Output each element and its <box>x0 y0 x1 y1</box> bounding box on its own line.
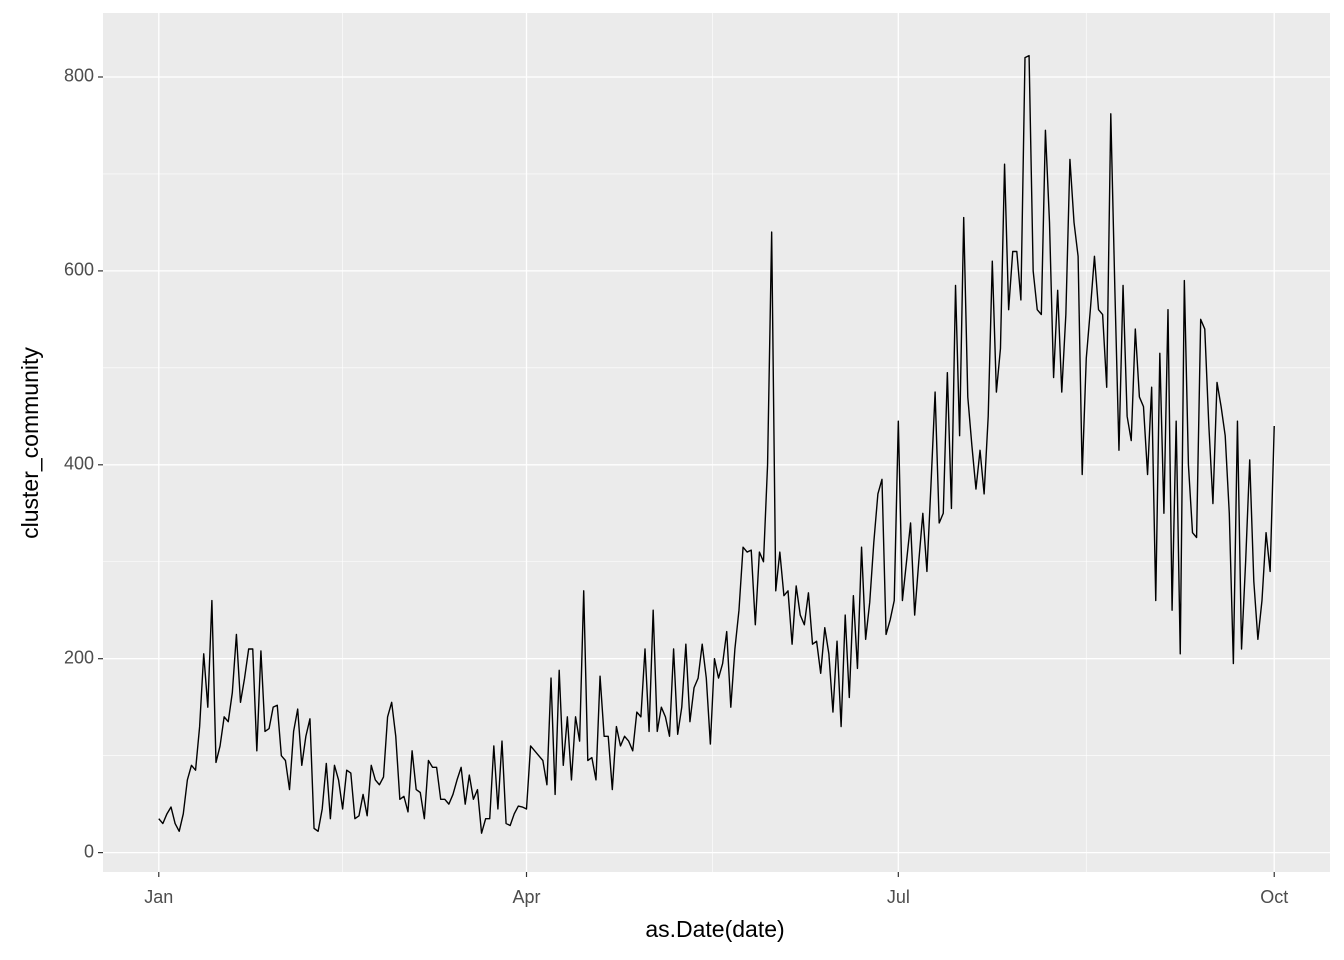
line <box>158 54 1275 834</box>
x-tick-label: Jan <box>144 887 173 907</box>
x-axis-title: as.Date(date) <box>645 916 784 942</box>
y-tick-label: 800 <box>64 66 94 86</box>
marks <box>158 54 1275 834</box>
axes: 0 200 400 600 800 Jan Apr Jul Oct <box>64 66 1288 907</box>
y-tick-label: 600 <box>64 260 94 280</box>
y-tick-label: 0 <box>84 841 94 861</box>
x-tick-label: Jul <box>887 887 910 907</box>
x-tick-label: Oct <box>1260 887 1288 907</box>
x-tick-label: Apr <box>512 887 540 907</box>
y-tick-label: 200 <box>64 647 94 667</box>
y-axis-title: cluster_community <box>17 347 43 539</box>
y-tick-label: 400 <box>64 454 94 474</box>
